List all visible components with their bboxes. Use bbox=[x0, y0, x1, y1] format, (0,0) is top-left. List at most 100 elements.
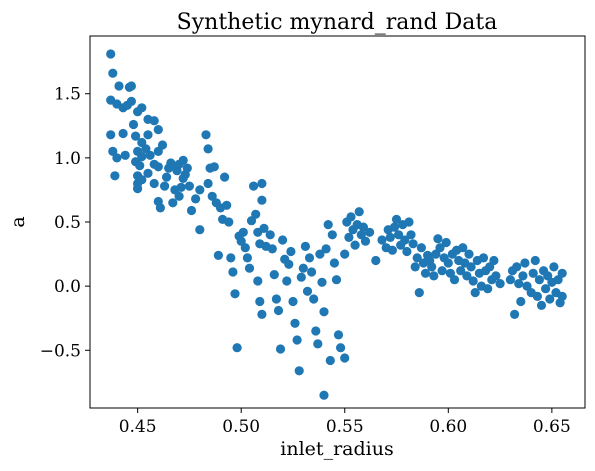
data-point bbox=[253, 276, 263, 286]
data-point bbox=[249, 181, 259, 191]
data-point bbox=[220, 172, 230, 182]
data-point bbox=[120, 150, 130, 160]
data-point bbox=[126, 81, 136, 91]
data-point bbox=[470, 288, 480, 298]
data-point bbox=[114, 81, 124, 91]
data-point bbox=[135, 161, 145, 171]
data-point bbox=[319, 307, 329, 317]
x-tick-label: 0.55 bbox=[326, 417, 364, 437]
data-point bbox=[377, 235, 387, 245]
data-point bbox=[257, 178, 267, 189]
data-point bbox=[313, 339, 323, 349]
data-point bbox=[232, 343, 242, 353]
data-point bbox=[495, 279, 505, 289]
data-point bbox=[255, 296, 265, 307]
data-point bbox=[228, 267, 238, 277]
data-point bbox=[541, 284, 551, 294]
data-point bbox=[118, 128, 128, 139]
data-point bbox=[319, 390, 329, 400]
data-point bbox=[327, 230, 337, 240]
data-point bbox=[106, 49, 116, 59]
plot-frame bbox=[89, 35, 586, 409]
data-point bbox=[456, 266, 466, 276]
data-point bbox=[298, 263, 308, 273]
x-tick-label: 0.45 bbox=[119, 417, 157, 437]
data-point bbox=[222, 200, 232, 210]
data-point bbox=[126, 96, 136, 106]
data-point bbox=[534, 275, 545, 285]
data-point bbox=[437, 266, 447, 276]
data-point bbox=[400, 235, 410, 245]
data-point bbox=[203, 144, 213, 154]
data-point bbox=[323, 220, 333, 230]
data-point bbox=[402, 246, 412, 257]
data-point bbox=[549, 262, 559, 272]
data-point bbox=[282, 276, 292, 286]
data-point bbox=[238, 227, 248, 237]
data-point bbox=[416, 243, 426, 253]
data-point bbox=[182, 163, 192, 173]
data-point bbox=[292, 335, 302, 345]
y-tick-label: 1.0 bbox=[54, 149, 81, 169]
data-point bbox=[251, 209, 261, 219]
data-point bbox=[340, 249, 350, 259]
data-point bbox=[491, 271, 501, 281]
data-point bbox=[505, 275, 515, 285]
data-point bbox=[489, 255, 499, 266]
data-point bbox=[143, 130, 153, 140]
data-point bbox=[191, 194, 201, 204]
data-point bbox=[532, 291, 543, 301]
data-point bbox=[340, 353, 350, 363]
data-point bbox=[321, 244, 331, 254]
y-tick-label: 0.5 bbox=[54, 213, 81, 233]
data-point bbox=[153, 162, 163, 172]
data-point bbox=[137, 103, 147, 113]
data-point bbox=[133, 184, 143, 194]
data-point bbox=[536, 300, 547, 310]
data-point bbox=[155, 203, 165, 213]
data-point bbox=[162, 172, 172, 182]
data-point bbox=[108, 68, 118, 78]
data-point bbox=[273, 305, 284, 316]
data-point bbox=[336, 343, 346, 353]
data-point bbox=[143, 168, 153, 178]
data-point bbox=[449, 275, 460, 285]
data-point bbox=[137, 152, 147, 162]
data-point bbox=[302, 286, 313, 296]
data-point bbox=[224, 217, 234, 227]
y-tick-label: −0.5 bbox=[40, 341, 81, 361]
data-point bbox=[226, 253, 236, 263]
y-axis: −0.5 0.0 0.5 1.0 1.5 bbox=[40, 85, 90, 361]
data-point bbox=[458, 243, 468, 253]
data-point bbox=[178, 155, 188, 165]
data-point bbox=[290, 318, 300, 328]
data-point bbox=[315, 249, 325, 259]
data-point bbox=[420, 268, 431, 278]
data-point bbox=[300, 241, 310, 251]
data-point bbox=[278, 235, 288, 245]
data-point bbox=[509, 309, 520, 319]
data-point bbox=[176, 182, 186, 192]
data-point bbox=[203, 178, 213, 189]
data-point bbox=[286, 246, 296, 257]
data-point bbox=[389, 222, 400, 232]
data-point bbox=[128, 119, 139, 130]
data-point bbox=[385, 232, 395, 242]
data-point bbox=[354, 207, 364, 217]
data-point bbox=[112, 153, 122, 163]
data-point bbox=[244, 263, 255, 273]
data-point bbox=[371, 255, 381, 266]
data-point bbox=[331, 275, 342, 285]
data-point bbox=[267, 244, 277, 254]
data-point bbox=[391, 214, 402, 224]
data-point bbox=[131, 131, 141, 141]
y-tick-label: 1.5 bbox=[54, 85, 81, 105]
data-point bbox=[522, 281, 532, 291]
data-point bbox=[512, 262, 522, 272]
data-point bbox=[466, 262, 476, 272]
data-point bbox=[429, 271, 439, 281]
data-point bbox=[468, 276, 478, 286]
data-point bbox=[269, 270, 279, 280]
data-point bbox=[358, 222, 368, 232]
